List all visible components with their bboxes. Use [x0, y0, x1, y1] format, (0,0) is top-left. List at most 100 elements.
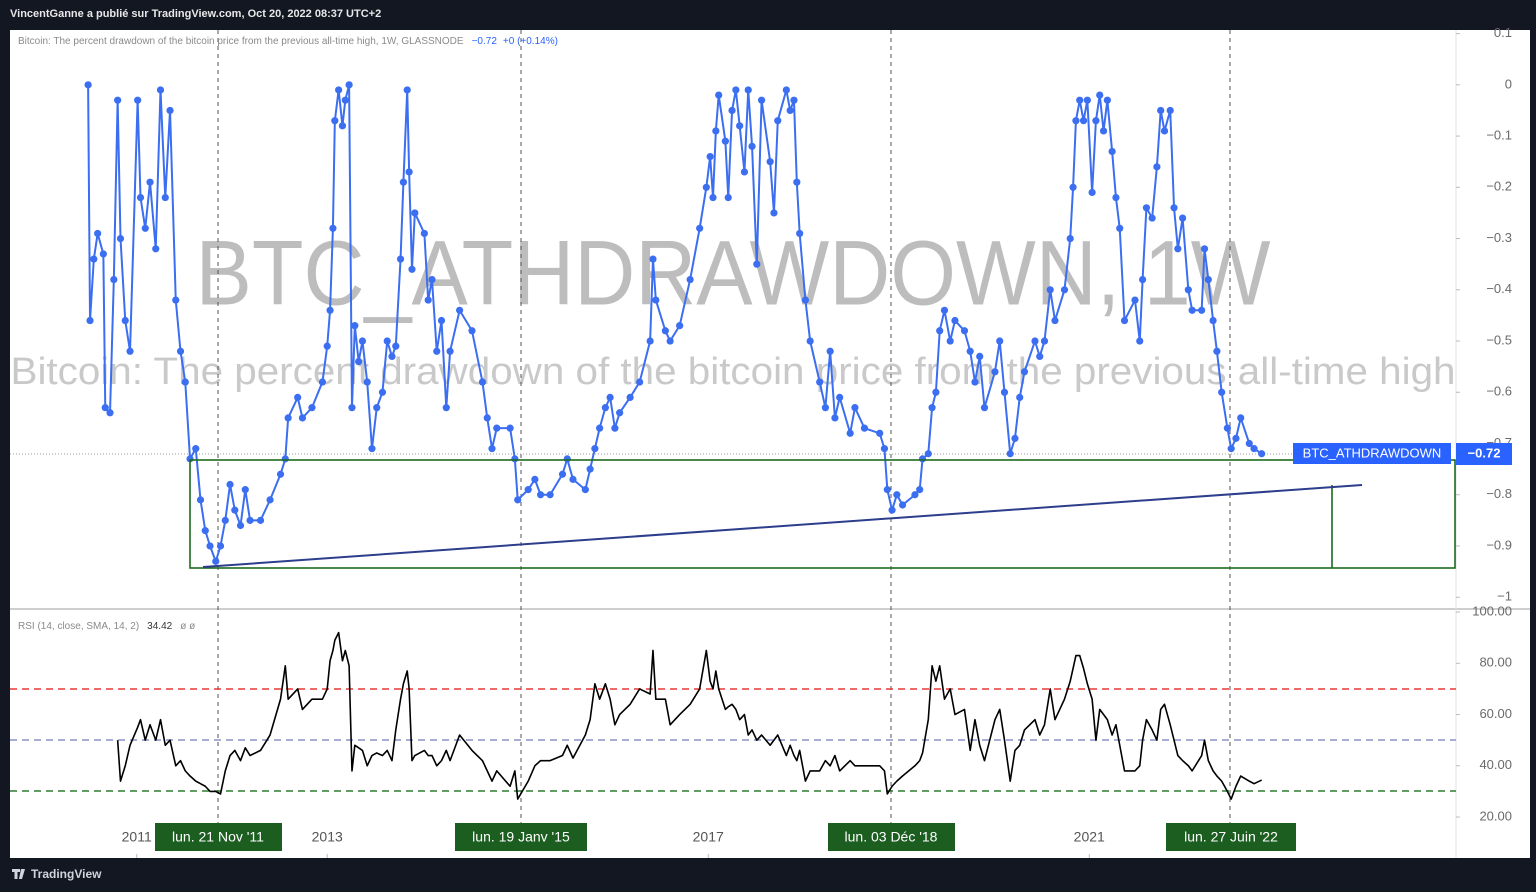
data-point [478, 378, 487, 386]
data-point [403, 86, 411, 94]
data-point [966, 347, 974, 355]
drawings [189, 459, 1456, 569]
data-point [601, 404, 609, 412]
data-point [1160, 127, 1169, 135]
y-tick-label: 0.1 [1494, 25, 1512, 40]
data-point [606, 393, 614, 401]
data-point [893, 491, 901, 499]
data-point [161, 193, 169, 202]
data-point [236, 521, 245, 530]
data-point [911, 491, 919, 499]
data-point [511, 455, 519, 463]
pane-series [116, 631, 1263, 800]
data-point [757, 96, 766, 104]
data-point [1209, 316, 1217, 325]
data-point [1188, 306, 1196, 314]
x-tick-label: 2021 [1074, 829, 1105, 845]
data-point [753, 260, 761, 268]
publisher: VincentGanne a publié sur TradingView.co… [10, 8, 381, 20]
data-point [368, 445, 376, 453]
data-point [563, 455, 571, 463]
data-point [918, 455, 927, 463]
data-point [351, 322, 359, 330]
x-tick-label: 2017 [693, 829, 724, 845]
data-point [1174, 245, 1182, 253]
data-point [1000, 388, 1009, 396]
data-point [493, 424, 501, 432]
data-point [411, 209, 419, 217]
data-point [1131, 296, 1139, 304]
data-point [1166, 106, 1174, 115]
data-point [446, 347, 454, 355]
data-point [611, 424, 619, 432]
data-point [1076, 96, 1084, 104]
rsi-legend: RSI (14, close, SMA, 14, 2) 34.42 ø ø [18, 621, 195, 632]
data-point [546, 491, 554, 499]
date-label-box [455, 823, 587, 851]
data-point [1051, 316, 1059, 325]
data-point [141, 224, 149, 232]
data-point [770, 209, 778, 217]
legend-change: +0 (+0.14%) [503, 36, 558, 47]
data-point [1046, 286, 1054, 294]
y-tick-label: 60.00 [1479, 706, 1512, 721]
y-tick-label: 100.00 [1472, 603, 1512, 618]
data-point [345, 81, 353, 89]
data-point [924, 450, 932, 458]
data-point [586, 465, 594, 473]
data-point [284, 414, 292, 422]
y-tick-label: −0.2 [1486, 179, 1512, 194]
data-point [851, 404, 859, 412]
data-point [231, 506, 239, 514]
data-point [846, 429, 854, 437]
data-point [1223, 424, 1231, 432]
data-point [1099, 127, 1108, 135]
y-tick-label: −0.9 [1486, 537, 1512, 552]
data-point [946, 337, 954, 345]
data-point [1157, 106, 1165, 115]
data-point [991, 368, 999, 376]
data-point [166, 106, 174, 115]
data-point [816, 378, 824, 386]
data-point [960, 327, 969, 335]
data-point [676, 322, 684, 330]
data-point [531, 475, 539, 483]
x-tick-label: 2013 [312, 829, 343, 845]
data-point [1136, 337, 1144, 345]
data-point [1250, 445, 1258, 453]
data-point [373, 404, 381, 412]
data-point [883, 486, 891, 494]
data-point [106, 409, 114, 417]
date-label-box [1166, 823, 1296, 851]
data-point [686, 275, 694, 284]
series-label-box [1293, 443, 1451, 464]
data-point [936, 327, 944, 335]
watermark-description: Bitcoin: The percent drawdown of the bit… [11, 351, 1456, 393]
data-point [616, 409, 624, 417]
date-label: lun. 19 Janv '15 [472, 829, 570, 845]
data-point [348, 404, 356, 412]
y-tick-label: 20.00 [1479, 808, 1512, 823]
footer: TradingView [12, 867, 102, 881]
data-point [706, 152, 714, 161]
date-label: lun. 03 Déc '18 [845, 829, 938, 845]
data-point [826, 347, 834, 355]
y-tick-label: −0.4 [1486, 281, 1512, 296]
data-point [212, 557, 220, 565]
footer-logo [12, 869, 25, 879]
data-point [652, 296, 660, 304]
data-point [1040, 337, 1049, 345]
data-point [1066, 234, 1074, 243]
data-point [101, 404, 109, 412]
data-point [724, 193, 732, 202]
data-point [1072, 117, 1080, 125]
data-point [335, 86, 343, 94]
data-point [201, 527, 209, 535]
data-point [1232, 434, 1240, 442]
rsi-levels [10, 688, 1456, 792]
data-point [626, 393, 634, 401]
data-point [338, 122, 347, 130]
data-point [86, 316, 94, 325]
y-tick-label: −0.8 [1486, 486, 1512, 501]
data-point [721, 137, 729, 145]
